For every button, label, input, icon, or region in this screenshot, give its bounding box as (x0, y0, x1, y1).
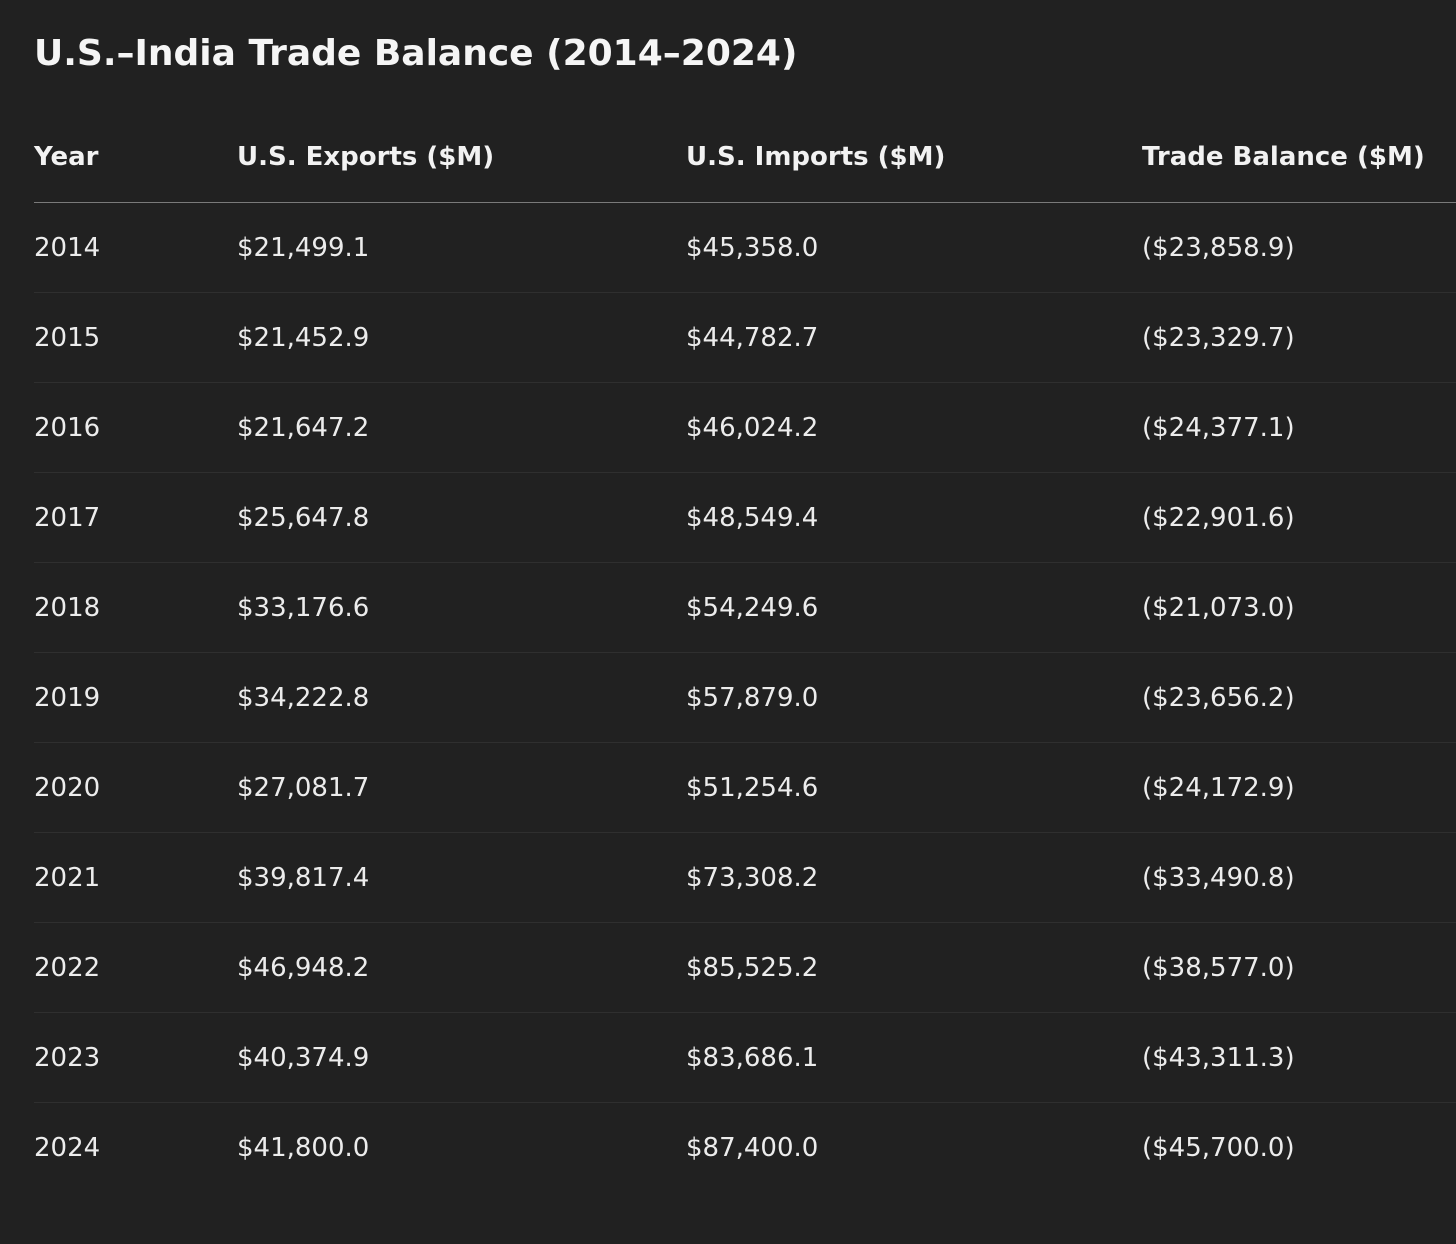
cell-trade-balance: ($22,901.6) (1142, 472, 1456, 563)
cell-trade-balance: ($23,329.7) (1142, 292, 1456, 383)
table-row: 2015 $21,452.9 $44,782.7 ($23,329.7) (34, 292, 1456, 383)
cell-us-imports: $73,308.2 (686, 832, 1142, 923)
cell-us-exports: $21,452.9 (237, 292, 686, 383)
table-row: 2024 $41,800.0 $87,400.0 ($45,700.0) (34, 1103, 1456, 1193)
cell-year: 2015 (34, 292, 237, 383)
table-row: 2019 $34,222.8 $57,879.0 ($23,656.2) (34, 652, 1456, 743)
table-row: 2014 $21,499.1 $45,358.0 ($23,858.9) (34, 202, 1456, 293)
cell-year: 2022 (34, 922, 237, 1013)
cell-trade-balance: ($45,700.0) (1142, 1132, 1295, 1163)
trade-balance-table: Year U.S. Exports ($M) U.S. Imports ($M)… (34, 112, 1456, 1192)
cell-us-exports: $39,817.4 (237, 832, 686, 923)
table-row: 2021 $39,817.4 $73,308.2 ($33,490.8) (34, 832, 1456, 923)
cell-us-exports: $41,800.0 (237, 1132, 370, 1163)
cell-us-exports: $40,374.9 (237, 1012, 686, 1103)
cell-year: 2014 (34, 202, 237, 293)
cell-year: 2024 (34, 1132, 101, 1163)
header-us-imports: U.S. Imports ($M) (686, 112, 1142, 203)
table-row: 2020 $27,081.7 $51,254.6 ($24,172.9) (34, 742, 1456, 833)
cell-us-imports: $83,686.1 (686, 1012, 1142, 1103)
cell-us-imports: $54,249.6 (686, 562, 1142, 653)
cell-us-exports: $27,081.7 (237, 742, 686, 833)
cell-trade-balance: ($43,311.3) (1142, 1012, 1456, 1103)
header-us-exports: U.S. Exports ($M) (237, 112, 686, 203)
table-row: 2017 $25,647.8 $48,549.4 ($22,901.6) (34, 472, 1456, 563)
cell-trade-balance: ($21,073.0) (1142, 562, 1456, 653)
trade-table-container: Year U.S. Exports ($M) U.S. Imports ($M)… (34, 112, 1456, 1192)
cell-us-imports: $85,525.2 (686, 922, 1142, 1013)
table-header: Year U.S. Exports ($M) U.S. Imports ($M)… (34, 112, 1456, 203)
header-row: Year U.S. Exports ($M) U.S. Imports ($M)… (34, 112, 1456, 203)
cell-us-exports: $25,647.8 (237, 472, 686, 563)
cell-us-exports: $33,176.6 (237, 562, 686, 653)
cell-us-imports: $44,782.7 (686, 292, 1142, 383)
cell-year: 2017 (34, 472, 237, 563)
cell-year: 2018 (34, 562, 237, 653)
table-row: 2022 $46,948.2 $85,525.2 ($38,577.0) (34, 922, 1456, 1013)
cell-us-exports: $46,948.2 (237, 922, 686, 1013)
table-body: 2014 $21,499.1 $45,358.0 ($23,858.9) 201… (34, 202, 1456, 1193)
cell-year: 2019 (34, 652, 237, 743)
cell-year: 2021 (34, 832, 237, 923)
page-title: U.S.–India Trade Balance (2014–2024) (34, 33, 798, 74)
cell-year: 2016 (34, 382, 237, 473)
cell-us-exports: $34,222.8 (237, 652, 686, 743)
cell-us-imports: $57,879.0 (686, 652, 1142, 743)
table-row: 2023 $40,374.9 $83,686.1 ($43,311.3) (34, 1012, 1456, 1103)
cell-trade-balance: ($38,577.0) (1142, 922, 1456, 1013)
cell-trade-balance: ($23,656.2) (1142, 652, 1456, 743)
cell-us-imports: $45,358.0 (686, 202, 1142, 293)
table-row: 2018 $33,176.6 $54,249.6 ($21,073.0) (34, 562, 1456, 653)
cell-trade-balance: ($24,172.9) (1142, 742, 1456, 833)
cell-us-exports: $21,499.1 (237, 202, 686, 293)
cell-year: 2020 (34, 742, 237, 833)
cell-trade-balance: ($24,377.1) (1142, 382, 1456, 473)
cell-year: 2023 (34, 1012, 237, 1103)
cell-us-exports: $21,647.2 (237, 382, 686, 473)
cell-trade-balance: ($23,858.9) (1142, 202, 1456, 293)
header-year: Year (34, 112, 237, 203)
cell-us-imports: $87,400.0 (686, 1132, 819, 1163)
cell-trade-balance: ($33,490.8) (1142, 832, 1456, 923)
cell-us-imports: $46,024.2 (686, 382, 1142, 473)
cell-us-imports: $48,549.4 (686, 472, 1142, 563)
cell-us-imports: $51,254.6 (686, 742, 1142, 833)
header-trade-balance: Trade Balance ($M) (1142, 112, 1456, 203)
table-row: 2016 $21,647.2 $46,024.2 ($24,377.1) (34, 382, 1456, 473)
